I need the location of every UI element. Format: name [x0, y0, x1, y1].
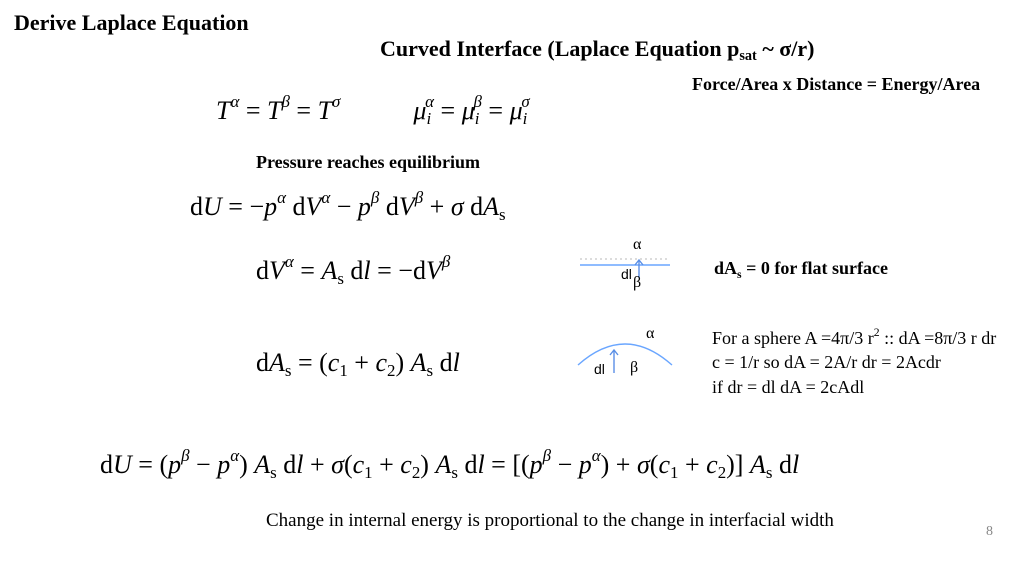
flat-dl-label: dl — [621, 266, 632, 282]
eq-dV: dVα = As dl = −dVβ — [256, 256, 450, 286]
flat-note: dAs = 0 for flat surface — [714, 258, 888, 279]
subtitle-sub: sat — [739, 48, 756, 64]
eq-dAs: dAs = (c1 + c2) As dl — [256, 348, 460, 378]
pressure-note: Pressure reaches equilibrium — [256, 152, 480, 173]
curved-dl-label: dl — [594, 361, 605, 377]
subtitle-post: ~ σ/r) — [757, 36, 815, 61]
eq-temperature-chempot: Tα = Tβ = Tσ μiα = μiβ = μiσ — [216, 96, 530, 126]
flat-note-pre: dA — [714, 258, 737, 278]
page-number: 8 — [986, 524, 993, 540]
flat-diagram-svg — [575, 240, 675, 290]
sphere-notes: For a sphere A =4π/3 r2 :: dA =8π/3 r dr… — [712, 326, 996, 399]
page-title: Derive Laplace Equation — [14, 10, 249, 36]
curved-diagram-svg — [570, 325, 680, 385]
flat-alpha-label: α — [633, 236, 641, 254]
sphere-line-3: if dr = dl dA = 2cAdl — [712, 375, 996, 399]
subtitle-pre: Curved Interface (Laplace Equation p — [380, 36, 739, 61]
flat-note-post: = 0 for flat surface — [742, 258, 888, 278]
curved-alpha-label: α — [646, 325, 654, 343]
eq-final: dU = (pβ − pα) As dl + σ(c1 + c2) As dl … — [100, 450, 799, 480]
eq-dU: dU = −pα dVα − pβ dVβ + σ dAs — [190, 192, 506, 222]
bottom-note: Change in internal energy is proportiona… — [266, 510, 834, 532]
curved-diagram: dl α β — [570, 325, 680, 390]
flat-note-sub: s — [737, 268, 742, 281]
energy-note: Force/Area x Distance = Energy/Area — [692, 74, 980, 95]
sphere-line-2: c = 1/r so dA = 2A/r dr = 2Acdr — [712, 350, 996, 374]
flat-diagram: dl α β — [575, 240, 675, 295]
curved-beta-label: β — [630, 359, 638, 377]
subtitle: Curved Interface (Laplace Equation psat … — [380, 36, 814, 62]
flat-beta-label: β — [633, 274, 641, 292]
sphere-line-1: For a sphere A =4π/3 r2 :: dA =8π/3 r dr — [712, 326, 996, 350]
